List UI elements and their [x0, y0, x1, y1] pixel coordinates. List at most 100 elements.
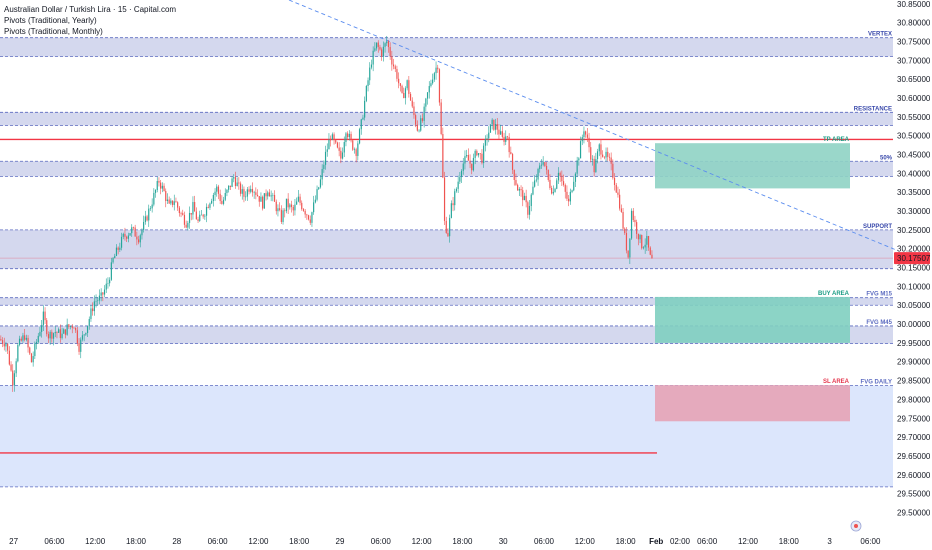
price-tick-label: 29.50000 — [897, 508, 931, 517]
candle — [309, 215, 311, 226]
candle-body — [146, 216, 148, 221]
candle-body — [81, 335, 84, 340]
candle-body — [496, 124, 498, 130]
candle — [267, 190, 269, 200]
candle-body — [47, 334, 50, 339]
candle — [171, 200, 174, 208]
candle — [27, 335, 29, 353]
candle-body — [348, 133, 350, 138]
candle — [272, 192, 274, 202]
candle-body — [24, 335, 26, 340]
candle-body — [384, 43, 386, 47]
candle-body — [369, 67, 371, 81]
candle-body — [229, 185, 231, 187]
candle — [430, 79, 432, 88]
candle — [455, 187, 458, 193]
time-tick-label: 02:00 — [670, 537, 691, 546]
candle — [105, 278, 107, 293]
candle — [170, 198, 172, 206]
candle — [20, 336, 22, 342]
candle — [426, 91, 429, 105]
candle — [449, 214, 451, 243]
candle — [639, 233, 641, 244]
candle-body — [624, 228, 626, 234]
candle — [13, 370, 16, 392]
candle-body — [256, 194, 259, 197]
zone-label-support: SUPPORT — [863, 224, 892, 230]
candle — [144, 210, 146, 225]
candle — [506, 135, 509, 140]
candle — [200, 209, 203, 216]
candle — [46, 317, 48, 337]
candle-body — [353, 149, 356, 150]
candle-body — [307, 215, 310, 220]
candle-body — [523, 195, 526, 201]
candle — [282, 208, 284, 225]
candle — [562, 174, 565, 187]
time-tick-label: 12:00 — [575, 537, 596, 546]
candle-body — [494, 124, 497, 130]
candle-body — [544, 162, 546, 166]
candle-body — [7, 343, 9, 351]
candle — [505, 130, 507, 146]
candle — [279, 202, 281, 212]
zone-label-vertex: VERTEX — [868, 32, 892, 38]
candle — [355, 147, 357, 163]
candle — [331, 132, 333, 141]
price-tick-label: 30.40000 — [897, 169, 931, 178]
candle-body — [636, 222, 638, 234]
candle — [136, 231, 138, 246]
candle — [370, 59, 373, 70]
candle-body — [437, 67, 439, 70]
time-tick-label: 12:00 — [85, 537, 106, 546]
candle — [544, 162, 546, 168]
candle-body — [248, 189, 250, 192]
candle — [442, 127, 444, 179]
price-tick-label: 30.60000 — [897, 94, 931, 103]
candle — [622, 208, 624, 231]
candle-body — [438, 69, 441, 103]
candle — [549, 174, 551, 190]
candle-body — [391, 56, 393, 65]
candle-body — [578, 158, 580, 161]
candle — [537, 167, 539, 186]
price-tick-label: 29.65000 — [897, 452, 931, 461]
indicator-pivots-monthly[interactable]: Pivots (Traditional, Monthly) — [4, 27, 103, 36]
candle — [457, 175, 459, 193]
candle-body — [341, 152, 344, 159]
candle — [299, 193, 301, 206]
candle-body — [464, 156, 466, 164]
candle — [12, 364, 14, 392]
candle — [488, 126, 490, 143]
candle — [433, 71, 435, 82]
candle — [511, 152, 514, 174]
time-tick-label: 06:00 — [371, 537, 392, 546]
candle-body — [477, 153, 480, 156]
candle — [467, 148, 469, 161]
candle — [10, 361, 12, 372]
price-tick-label: 30.10000 — [897, 282, 931, 291]
symbol-title[interactable]: Australian Dollar / Turkish Lira · 15 · … — [4, 5, 177, 14]
candle-body — [629, 238, 631, 258]
candle-body — [619, 194, 621, 209]
candle-body — [556, 180, 558, 189]
candle — [525, 189, 527, 208]
candle — [637, 233, 639, 246]
candle — [365, 84, 367, 103]
candle — [569, 188, 571, 205]
candle-body — [545, 165, 548, 170]
candle — [595, 152, 597, 173]
candle — [394, 64, 396, 73]
candle-body — [318, 187, 320, 190]
candle-body — [454, 191, 456, 206]
candle-body — [170, 200, 172, 204]
candle-body — [476, 150, 478, 156]
candle-body — [617, 192, 619, 195]
candle — [75, 327, 77, 334]
indicator-pivots-yearly[interactable]: Pivots (Traditional, Yearly) — [4, 16, 97, 25]
candle — [585, 130, 587, 138]
candle — [472, 153, 475, 172]
candle-body — [187, 222, 189, 228]
candle-body — [651, 254, 653, 259]
